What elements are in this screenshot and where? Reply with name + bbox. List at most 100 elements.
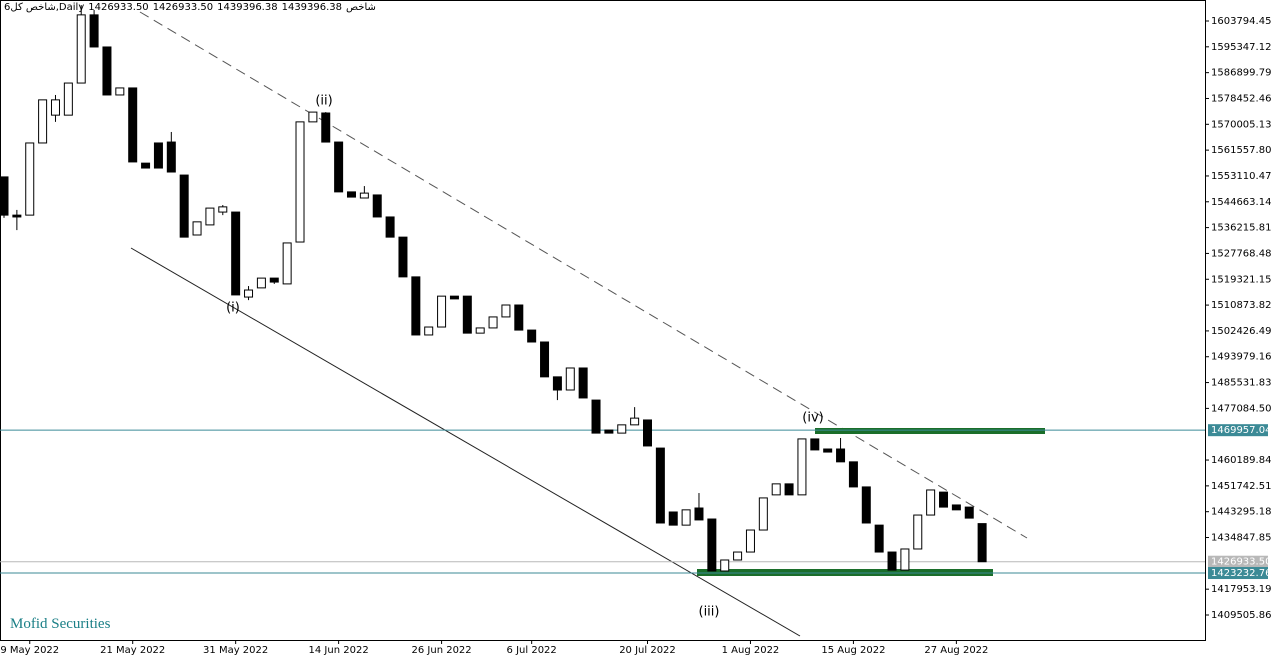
candle-body <box>926 489 936 516</box>
y-tick-label: 1561557.80 <box>1211 145 1271 156</box>
symbol: شاخص کل6,Daily <box>4 2 85 13</box>
candle-body <box>720 559 730 572</box>
candle-body <box>591 399 601 434</box>
trend-line <box>139 11 1028 539</box>
candle-body <box>707 518 717 572</box>
support-zone <box>697 569 993 576</box>
candle-body <box>758 497 768 531</box>
candle-body <box>166 141 176 173</box>
ohlc: 1439396.38 <box>281 2 343 13</box>
y-tick-label: 1586899.79 <box>1211 68 1271 79</box>
candle-body <box>874 524 884 553</box>
y-tick-label: 1409505.86 <box>1211 610 1271 621</box>
candle-body <box>527 329 537 343</box>
y-tick-label: 1578452.46 <box>1211 93 1271 104</box>
candle-body <box>205 207 215 226</box>
y-tick-label: 1417953.19 <box>1211 584 1271 595</box>
candle-body <box>694 507 704 521</box>
candle-body <box>810 438 820 451</box>
candle-body <box>900 548 910 571</box>
candle-body <box>256 277 266 289</box>
price-level-label: 1423232.76 <box>1211 568 1271 579</box>
candle-body <box>231 211 241 296</box>
candle-body <box>359 192 369 199</box>
y-tick-label: 1493979.16 <box>1211 352 1271 363</box>
candle-body <box>643 419 652 447</box>
candle-body <box>63 82 73 116</box>
candle-body <box>939 491 949 508</box>
candle-body <box>552 376 562 391</box>
candle-body <box>179 174 189 238</box>
candle-body <box>913 514 923 550</box>
candle-body <box>321 112 331 143</box>
x-tick-label: 27 Aug 2022 <box>924 645 988 656</box>
wave-label: (ii) <box>315 94 332 109</box>
x-tick-label: 1 Aug 2022 <box>722 645 780 656</box>
y-tick-label: 1477084.50 <box>1211 403 1271 414</box>
candle-body <box>488 316 498 329</box>
candle-body <box>398 236 408 278</box>
x-tick-label: 14 Jun 2022 <box>309 645 369 656</box>
candle-body <box>964 506 974 519</box>
chart-header: شاخص کل6,Daily 1426933.50 1426933.50 143939… <box>4 2 380 13</box>
candle-body <box>668 511 678 526</box>
candle-body <box>681 509 691 526</box>
candle-body <box>861 486 871 524</box>
y-tick-label: 1443295.18 <box>1211 507 1271 518</box>
candle-body <box>784 483 794 496</box>
candle-body <box>308 111 318 123</box>
candle-body <box>462 295 472 334</box>
candle-body <box>771 483 781 496</box>
y-tick-label: 1527768.48 <box>1211 248 1271 259</box>
candle-body <box>578 367 588 399</box>
brand: Mofid Securities <box>10 616 111 632</box>
candle-body <box>745 529 755 553</box>
candle-body <box>797 438 807 496</box>
y-tick-label: 1434847.85 <box>1211 533 1271 544</box>
y-tick-label: 1544663.14 <box>1211 197 1271 208</box>
candle-body <box>0 176 9 216</box>
candle-body <box>269 277 279 283</box>
price-level-label: 1469957.04 <box>1211 425 1271 436</box>
candle-body <box>76 14 86 84</box>
candle-body <box>501 304 511 318</box>
price-level-label: 1426933.50 <box>1211 557 1271 568</box>
candle-body <box>733 551 743 561</box>
candle-body <box>655 447 665 524</box>
price-level-tag <box>1208 555 1268 568</box>
candle-body <box>424 326 434 336</box>
candle-body <box>115 87 125 96</box>
candle-body <box>604 429 614 434</box>
candle-body <box>449 295 459 300</box>
y-tick-label: 1595347.12 <box>1211 42 1271 53</box>
x-tick-label: 15 Aug 2022 <box>821 645 885 656</box>
plot-frame <box>0 0 1206 641</box>
y-tick-label: 1603794.45 <box>1211 16 1271 27</box>
x-tick-label: 31 May 2022 <box>203 645 268 656</box>
price-level-tag <box>1208 424 1268 437</box>
candle-body <box>153 142 163 169</box>
candle-body <box>102 46 112 96</box>
candle-body <box>630 417 640 426</box>
candle-body <box>514 304 524 331</box>
price-level-tag <box>1208 567 1268 580</box>
candle-body <box>887 551 897 571</box>
candle-body <box>192 221 202 236</box>
ohlc: 1426933.50 <box>152 2 214 13</box>
candle-body <box>218 206 228 213</box>
indicator: شاخص <box>346 2 376 13</box>
candle-body <box>372 194 382 218</box>
trend-line <box>130 247 801 637</box>
x-tick-label: 6 Jul 2022 <box>507 645 557 656</box>
candle-body <box>89 14 99 48</box>
y-tick-label: 1502426.49 <box>1211 326 1271 337</box>
candle-body <box>295 121 305 243</box>
candle-body <box>437 295 447 328</box>
y-tick-label: 1510873.82 <box>1211 300 1271 311</box>
candle-body <box>128 87 138 163</box>
y-tick-label: 1485531.83 <box>1211 378 1271 389</box>
candle-body <box>346 191 356 198</box>
candle-body <box>836 448 846 463</box>
candle-body <box>385 216 395 238</box>
